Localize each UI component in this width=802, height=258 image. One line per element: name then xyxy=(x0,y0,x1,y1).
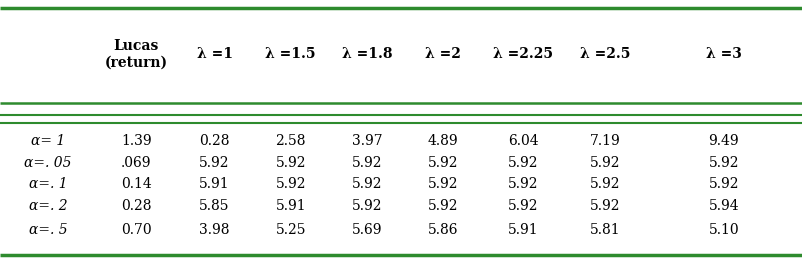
Text: λ =1.8: λ =1.8 xyxy=(342,47,392,61)
Text: .069: .069 xyxy=(121,156,152,170)
Text: 5.92: 5.92 xyxy=(508,178,539,191)
Text: 3.98: 3.98 xyxy=(199,223,230,237)
Text: 5.69: 5.69 xyxy=(351,223,383,237)
Text: 5.25: 5.25 xyxy=(275,223,306,237)
Text: 5.92: 5.92 xyxy=(708,178,739,191)
Text: 4.89: 4.89 xyxy=(427,134,459,148)
Text: 5.92: 5.92 xyxy=(590,199,621,213)
Text: 5.10: 5.10 xyxy=(708,223,739,237)
Text: α=. 1: α=. 1 xyxy=(29,178,67,191)
Text: 5.81: 5.81 xyxy=(590,223,621,237)
Text: 5.85: 5.85 xyxy=(199,199,230,213)
Text: 5.91: 5.91 xyxy=(199,178,230,191)
Text: 5.92: 5.92 xyxy=(427,199,459,213)
Text: Lucas
(return): Lucas (return) xyxy=(105,39,168,69)
Text: α=. 2: α=. 2 xyxy=(29,199,67,213)
Text: 5.92: 5.92 xyxy=(427,178,459,191)
Text: 5.92: 5.92 xyxy=(351,199,383,213)
Text: 5.92: 5.92 xyxy=(508,199,539,213)
Text: 5.92: 5.92 xyxy=(351,156,383,170)
Text: 0.28: 0.28 xyxy=(121,199,152,213)
Text: λ =2: λ =2 xyxy=(425,47,461,61)
Text: 2.58: 2.58 xyxy=(275,134,306,148)
Text: 3.97: 3.97 xyxy=(351,134,383,148)
Text: 0.28: 0.28 xyxy=(199,134,230,148)
Text: 5.94: 5.94 xyxy=(708,199,739,213)
Text: α=. 05: α=. 05 xyxy=(24,156,72,170)
Text: λ =1.5: λ =1.5 xyxy=(265,47,316,61)
Text: 5.92: 5.92 xyxy=(275,156,306,170)
Text: 5.92: 5.92 xyxy=(275,178,306,191)
Text: 5.92: 5.92 xyxy=(708,156,739,170)
Text: 0.70: 0.70 xyxy=(121,223,152,237)
Text: 5.91: 5.91 xyxy=(275,199,306,213)
Text: 5.92: 5.92 xyxy=(590,156,621,170)
Text: α=. 5: α=. 5 xyxy=(29,223,67,237)
Text: α= 1: α= 1 xyxy=(31,134,65,148)
Text: λ =3: λ =3 xyxy=(706,47,742,61)
Text: 5.92: 5.92 xyxy=(199,156,230,170)
Text: 9.49: 9.49 xyxy=(708,134,739,148)
Text: 1.39: 1.39 xyxy=(121,134,152,148)
Text: λ =2.25: λ =2.25 xyxy=(493,47,553,61)
Text: 5.92: 5.92 xyxy=(508,156,539,170)
Text: 6.04: 6.04 xyxy=(508,134,539,148)
Text: λ =2.5: λ =2.5 xyxy=(581,47,630,61)
Text: 0.14: 0.14 xyxy=(121,178,152,191)
Text: 5.92: 5.92 xyxy=(427,156,459,170)
Text: 7.19: 7.19 xyxy=(590,134,621,148)
Text: 5.91: 5.91 xyxy=(508,223,539,237)
Text: 5.92: 5.92 xyxy=(351,178,383,191)
Text: 5.92: 5.92 xyxy=(590,178,621,191)
Text: 5.86: 5.86 xyxy=(427,223,459,237)
Text: λ =1: λ =1 xyxy=(196,47,233,61)
